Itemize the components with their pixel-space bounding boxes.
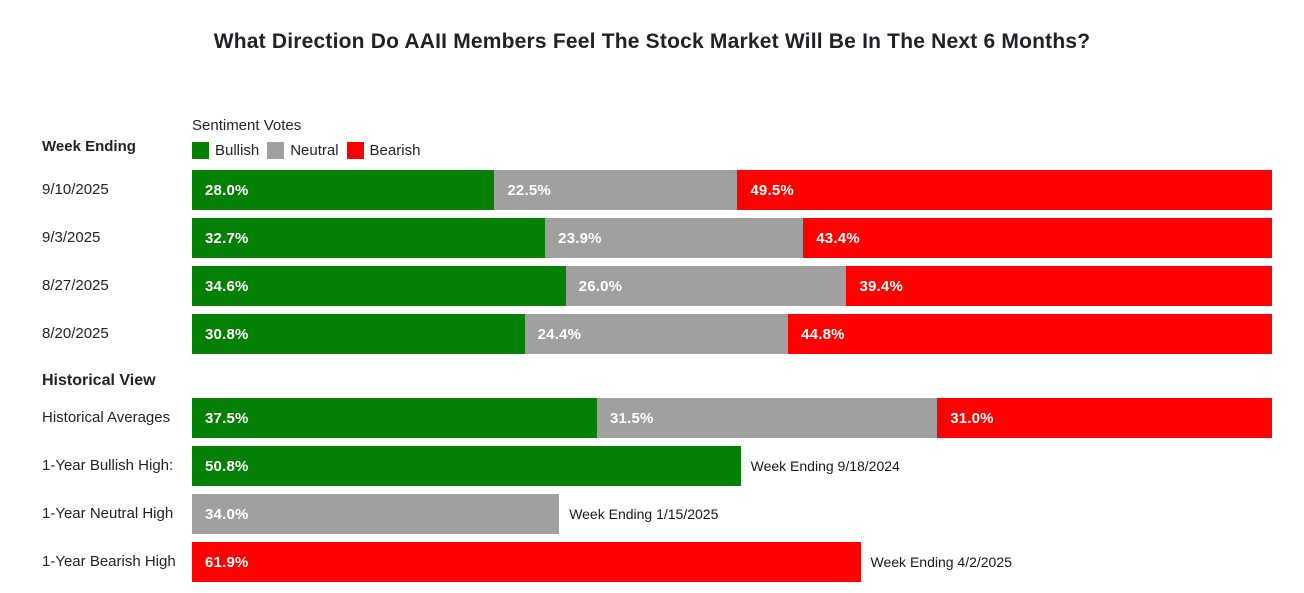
legend-label: Bullish	[215, 142, 260, 159]
table-row: Historical Averages 37.5% 31.5% 31.0%	[0, 398, 1304, 438]
legend-item-bullish: Bullish	[192, 142, 259, 159]
bar-value-label: 24.4%	[537, 325, 582, 343]
table-row: 1-Year Bearish High 61.9% Week Ending 4/2/…	[0, 542, 1304, 582]
neutral-bar-segment: 31.5%	[597, 398, 938, 438]
table-row: 1-Year Neutral High 34.0% Week Ending 1/15…	[0, 494, 1304, 534]
bearish-bar-segment: 49.5%	[737, 170, 1272, 210]
bar-value-label: 22.5%	[507, 181, 551, 199]
week-ending-column-header: Week Ending	[42, 138, 136, 155]
table-row: 1-Year Bullish High: 50.8% Week Ending 9/1…	[0, 446, 1304, 486]
bullish-bar-segment: 28.0%	[192, 170, 495, 210]
bar-value-label: 44.8%	[801, 325, 845, 343]
table-row: 8/20/2025 30.8% 24.4% 44.8%	[0, 314, 1304, 354]
bar-group: 34.6% 26.0% 39.4%	[192, 266, 1272, 306]
bar-group: 50.8% Week Ending 9/18/2024	[192, 446, 1272, 486]
neutral-bar-segment: 24.4%	[524, 314, 789, 354]
legend-label: Bearish	[369, 142, 421, 159]
week-ending-annotation: Week Ending 4/2/2025	[870, 554, 1012, 570]
neutral-bar-segment: 34.0%	[192, 494, 560, 534]
bar-value-label: 39.4%	[859, 277, 904, 295]
historical-view-header: Historical View	[42, 372, 156, 389]
bar-value-label: 43.4%	[816, 229, 860, 247]
row-label: 1-Year Neutral High	[42, 505, 174, 522]
bar-value-label: 31.0%	[950, 409, 994, 427]
bar-value-label: 37.5%	[205, 409, 249, 427]
bullish-bar-segment: 30.8%	[192, 314, 525, 354]
row-label: 1-Year Bearish High	[42, 553, 176, 570]
bullish-swatch-icon	[192, 142, 209, 159]
bar-group: 61.9% Week Ending 4/2/2025	[192, 542, 1272, 582]
bar-group: 32.7% 23.9% 43.4%	[192, 218, 1272, 258]
bullish-bar-segment: 37.5%	[192, 398, 597, 438]
bearish-bar-segment: 39.4%	[846, 266, 1272, 306]
bar-value-label: 50.8%	[205, 457, 249, 475]
bar-value-label: 30.8%	[205, 325, 249, 343]
bearish-bar-segment: 61.9%	[192, 542, 861, 582]
bearish-swatch-icon	[346, 142, 364, 159]
bearish-bar-segment: 43.4%	[803, 218, 1272, 258]
week-ending-annotation: Week Ending 9/18/2024	[750, 458, 900, 474]
neutral-bar-segment: 22.5%	[494, 170, 738, 210]
table-row: 9/10/2025 28.0% 22.5% 49.5%	[0, 170, 1304, 210]
bearish-bar-segment: 44.8%	[788, 314, 1272, 354]
row-label: 9/10/2025	[42, 181, 109, 198]
legend-item-neutral: Neutral	[267, 142, 339, 159]
legend-title: Sentiment Votes	[192, 117, 302, 134]
bar-value-label: 32.7%	[205, 229, 249, 247]
bar-value-label: 49.5%	[750, 181, 794, 199]
neutral-bar-segment: 23.9%	[545, 218, 804, 258]
neutral-swatch-icon	[267, 142, 285, 159]
legend-item-bearish: Bearish	[346, 142, 421, 159]
legend: Bullish Neutral Bearish	[192, 142, 428, 159]
table-row: 8/27/2025 34.6% 26.0% 39.4%	[0, 266, 1304, 306]
bar-value-label: 31.5%	[610, 409, 654, 427]
bullish-bar-segment: 32.7%	[192, 218, 546, 258]
bar-value-label: 34.6%	[205, 277, 249, 295]
bullish-bar-segment: 50.8%	[192, 446, 741, 486]
bar-value-label: 61.9%	[205, 553, 249, 571]
row-label: 8/27/2025	[42, 277, 109, 294]
bar-group: 30.8% 24.4% 44.8%	[192, 314, 1272, 354]
week-ending-annotation: Week Ending 1/15/2025	[569, 506, 719, 522]
bearish-bar-segment: 31.0%	[937, 398, 1272, 438]
bar-value-label: 28.0%	[205, 181, 249, 199]
row-label: Historical Averages	[42, 409, 171, 426]
bar-value-label: 26.0%	[578, 277, 623, 295]
row-label: 1-Year Bullish High:	[42, 457, 174, 474]
bar-group: 34.0% Week Ending 1/15/2025	[192, 494, 1272, 534]
bar-group: 28.0% 22.5% 49.5%	[192, 170, 1272, 210]
bullish-bar-segment: 34.6%	[192, 266, 566, 306]
neutral-bar-segment: 26.0%	[565, 266, 847, 306]
row-label: 8/20/2025	[42, 325, 109, 342]
bar-value-label: 23.9%	[558, 229, 602, 247]
chart-title: What Direction Do AAII Members Feel The …	[213, 30, 1091, 53]
legend-label: Neutral	[290, 142, 339, 159]
bar-group: 37.5% 31.5% 31.0%	[192, 398, 1272, 438]
row-label: 9/3/2025	[42, 229, 101, 246]
bar-value-label: 34.0%	[205, 505, 249, 523]
table-row: 9/3/2025 32.7% 23.9% 43.4%	[0, 218, 1304, 258]
